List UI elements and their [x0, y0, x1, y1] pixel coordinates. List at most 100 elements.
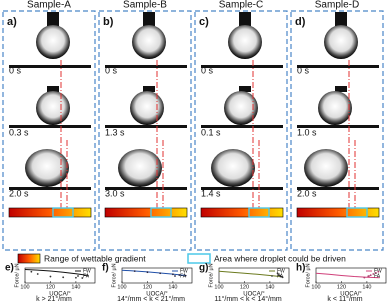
substrate	[201, 65, 283, 68]
panel-letter: b)	[103, 16, 114, 28]
legend-swatch	[368, 275, 370, 277]
panel-frame	[194, 10, 288, 251]
gradient-bar	[296, 207, 380, 218]
panel-letter: c)	[199, 16, 209, 28]
legend-swatch	[77, 275, 79, 277]
gradient-bar	[200, 207, 284, 218]
time-label: 0.3 s	[9, 127, 29, 137]
droplet	[36, 25, 70, 59]
data-point	[279, 274, 281, 277]
driven-area	[248, 207, 270, 218]
droplet	[318, 91, 352, 125]
caption: k > 21°/mm	[36, 295, 72, 303]
panel-frame	[290, 10, 384, 251]
x-tick-label: 120	[240, 284, 249, 290]
time-label: 1.3 s	[105, 127, 125, 137]
plot-frame	[315, 267, 387, 284]
sample-label: Sample-C	[219, 0, 263, 11]
substrate	[9, 125, 91, 128]
x-tick-label: 140	[168, 284, 177, 290]
sample-label: Sample-B	[123, 0, 167, 11]
panel-letter: a)	[7, 16, 17, 28]
data-point	[372, 273, 375, 275]
x-tick-label: 140	[71, 284, 80, 290]
legend-label: Range of wettable gradient	[44, 253, 146, 263]
caption: 11°/mm < k < 14°/mm	[214, 295, 281, 303]
driven-area	[52, 207, 74, 218]
time-label: 0.1 s	[201, 127, 221, 137]
legend-label: FA	[180, 273, 187, 279]
area-swatch	[187, 253, 211, 264]
data-point	[178, 274, 181, 276]
substrate	[105, 187, 187, 190]
x-tick-label: 100	[117, 284, 126, 290]
data-point	[159, 272, 162, 275]
driven-area	[346, 207, 368, 218]
substrate	[105, 125, 187, 128]
substrate	[9, 65, 91, 68]
sample-label: Sample-D	[315, 0, 359, 11]
legend-label: FW	[180, 268, 188, 274]
droplet	[132, 25, 166, 59]
data-point	[49, 275, 52, 278]
legend-label: FA	[374, 273, 381, 279]
gradient-bar	[8, 207, 92, 218]
time-label: 0 s	[105, 65, 118, 75]
data-point	[277, 273, 280, 276]
x-tick-label: 120	[143, 284, 152, 290]
x-tick-label: 100	[20, 284, 29, 290]
substrate	[105, 65, 187, 68]
legend-label: FA	[277, 273, 284, 279]
time-label: 1.4 s	[201, 188, 221, 198]
time-label: 0 s	[297, 65, 310, 75]
x-axis-label: UOCA/°	[243, 292, 265, 298]
gradient-bar	[104, 207, 188, 218]
droplet	[211, 149, 255, 187]
series-line	[315, 272, 380, 279]
time-label: 2.0 s	[9, 188, 29, 198]
panel-letter: h)	[296, 263, 305, 274]
substrate	[201, 125, 283, 128]
droplet	[130, 91, 164, 125]
y-axis-label: Force/ μN	[305, 263, 311, 287]
gradient-swatch	[17, 253, 41, 264]
caption: 14°/mm < k < 21°/mm	[117, 295, 185, 303]
x-tick-label: 100	[311, 284, 320, 290]
data-point	[172, 273, 174, 276]
data-point	[374, 271, 377, 274]
x-tick-label: 140	[265, 284, 274, 290]
data-point	[184, 274, 187, 277]
droplet	[228, 25, 262, 59]
panel-letter: d)	[295, 16, 306, 28]
legend-swatch	[174, 275, 176, 277]
data-point	[281, 276, 284, 279]
panel-letter: e)	[5, 263, 14, 274]
droplet	[224, 91, 258, 125]
driven-area	[150, 207, 172, 218]
caption: k < 11°/mm	[327, 295, 362, 303]
y-axis-label: Force/ μN	[111, 263, 117, 287]
x-tick-label: 120	[46, 284, 55, 290]
substrate	[297, 187, 379, 190]
legend-label: FW	[277, 268, 285, 274]
panel-letter: g)	[199, 263, 208, 274]
needle	[239, 12, 251, 26]
x-tick-label: 100	[214, 284, 223, 290]
droplet	[36, 91, 70, 125]
needle	[143, 86, 155, 92]
data-point	[276, 272, 279, 275]
legend: Range of wettable gradient Area where dr…	[17, 253, 346, 264]
data-point	[146, 271, 149, 274]
needle	[143, 12, 155, 26]
substrate	[297, 125, 379, 128]
data-point	[36, 273, 39, 275]
legend-label: FA	[83, 273, 90, 279]
legend-label: FW	[83, 268, 91, 274]
data-point	[30, 270, 33, 273]
series-line	[24, 269, 89, 276]
time-label: 0 s	[201, 65, 214, 75]
legend-swatch	[271, 275, 273, 277]
data-point	[75, 276, 77, 279]
panel-frame	[2, 10, 96, 251]
